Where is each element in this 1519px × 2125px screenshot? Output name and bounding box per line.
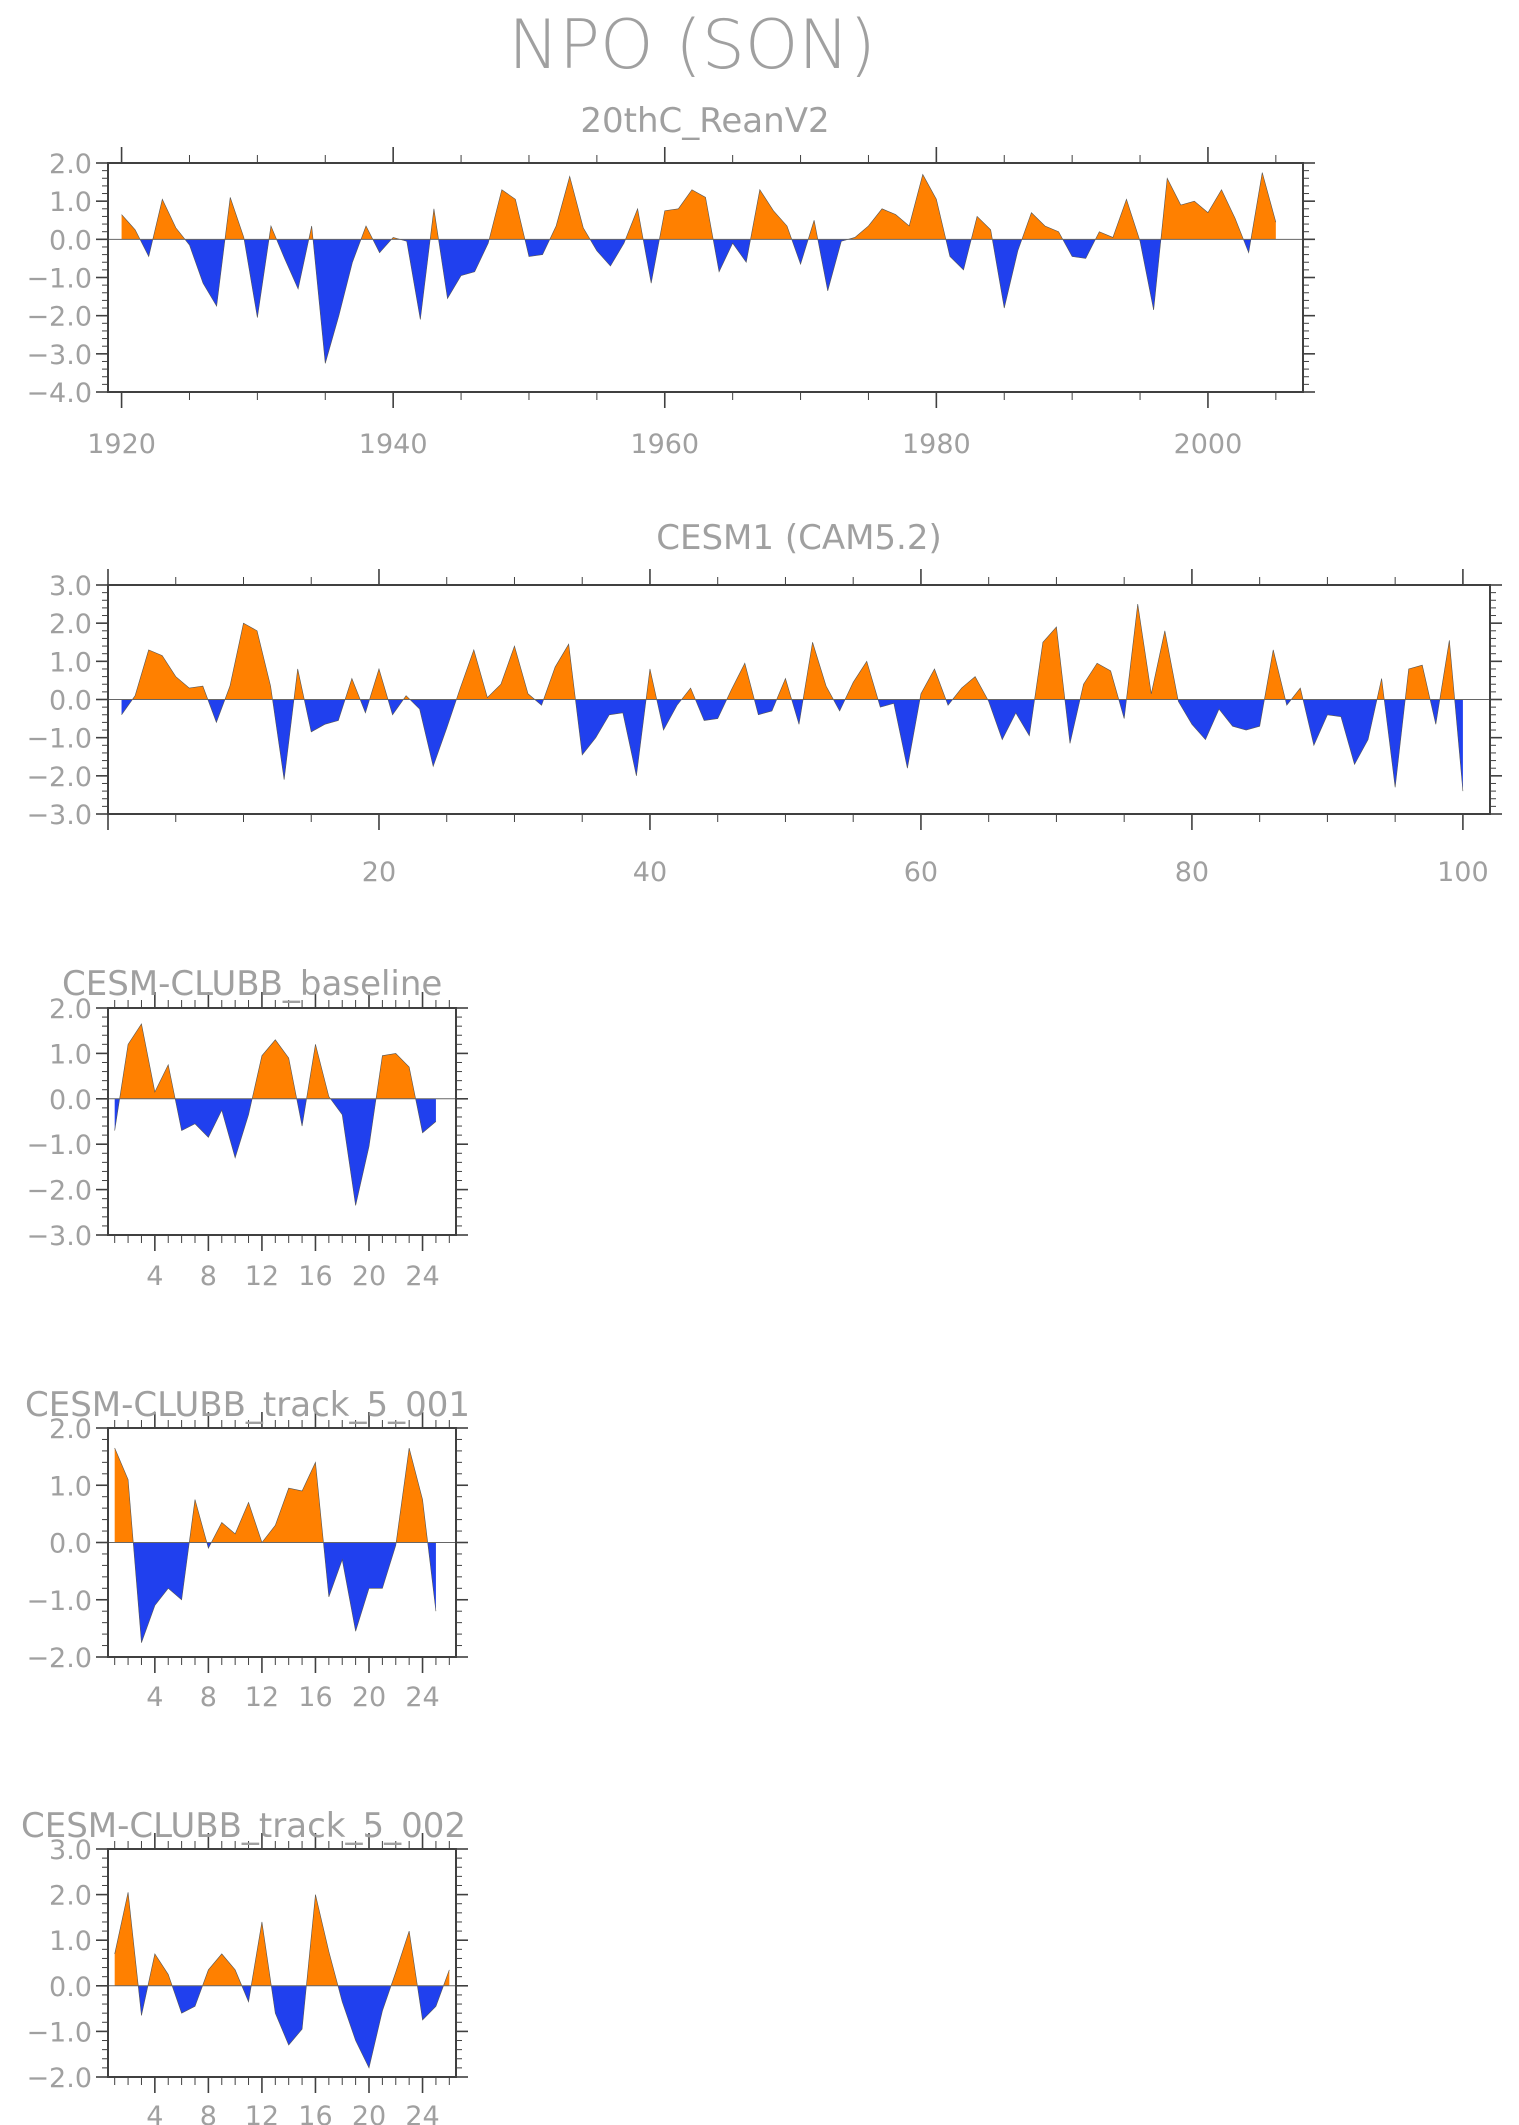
chart-panel: 2.0 1.0 0.0 −1.0 −2.0 −3.0 4 8 12 16 20 24 CESM-CLUB… [26,964,468,1292]
positive-area [114,1892,450,1986]
x-tick-label: 100 [1437,857,1489,888]
x-tick-label: 20 [352,1682,386,1713]
x-tick-label: 20 [362,857,396,888]
y-tick-label: −1.0 [26,1130,92,1161]
y-tick-label: −1.0 [26,1586,92,1617]
y-tick-label: −1.0 [26,724,92,755]
chart-panel: 3.0 2.0 1.0 0.0 −1.0 −2.0 −3.0 20 40 60 80 100 CESM1… [26,518,1502,888]
x-tick-label: 4 [146,1682,163,1713]
x-tick-label: 1940 [359,429,428,460]
series-line [121,172,1277,364]
negative-area [140,239,1251,364]
x-tick-label: 40 [633,857,667,888]
x-tick-label: 1920 [87,429,156,460]
y-tick-label: 2.0 [49,149,92,180]
y-tick-label: 0.0 [49,225,92,256]
y-tick-label: 2.0 [49,1414,92,1445]
x-tick-label: 1980 [902,429,971,460]
x-tick-label: 4 [146,1261,163,1292]
negative-area [121,699,1463,792]
x-tick-label: 20 [352,2101,386,2125]
series-line [114,1892,450,2069]
y-tick-label: 0.0 [49,686,92,717]
y-tick-label: 3.0 [49,571,92,602]
figure-title: NPO (SON) [508,6,876,85]
y-tick-label: 0.0 [49,1085,92,1116]
chart-panel: 2.0 1.0 0.0 −1.0 −2.0 4 8 12 16 20 24 CESM-CLUBB_tr… [25,1385,470,1713]
y-tick-label: 2.0 [49,1881,92,1912]
y-tick-label: −2.0 [26,1643,92,1674]
y-tick-label: 1.0 [49,1039,92,1070]
x-tick-label: 12 [245,1682,279,1713]
x-tick-label: 16 [298,1682,332,1713]
panel-title: 20thC_ReanV2 [580,101,829,141]
y-tick-label: 1.0 [49,1471,92,1502]
x-tick-label: 8 [200,1261,217,1292]
panel-title: CESM1 (CAM5.2) [656,518,942,558]
x-tick-label: 16 [298,2101,332,2125]
y-tick-label: 2.0 [49,994,92,1025]
x-tick-label: 24 [405,1682,439,1713]
chart-panel: 3.0 2.0 1.0 0.0 −1.0 −2.0 4 8 12 16 20 24 CESM-CLUBB… [21,1806,468,2125]
y-tick-label: −3.0 [26,800,92,831]
x-tick-label: 2000 [1174,429,1243,460]
y-tick-label: −2.0 [26,302,92,333]
chart-panel: 2.0 1.0 0.0 −1.0 −2.0 −3.0 −4.0 1920 1940 1960 198… [26,101,1315,460]
x-tick-label: 1960 [630,429,699,460]
y-tick-label: −3.0 [26,1221,92,1252]
y-tick-label: −1.0 [26,264,92,295]
x-tick-label: 16 [298,1261,332,1292]
y-tick-label: 2.0 [49,609,92,640]
y-tick-label: −4.0 [26,378,92,409]
positive-area [121,172,1276,240]
x-tick-label: 12 [245,1261,279,1292]
negative-area [114,1985,450,2068]
series-line [114,1447,437,1643]
positive-area [119,1023,416,1099]
x-tick-label: 20 [352,1261,386,1292]
x-tick-label: 80 [1175,857,1209,888]
chart-panels: 2.0 1.0 0.0 −1.0 −2.0 −3.0 −4.0 1920 1940 1960 198… [21,101,1502,2125]
positive-area [114,1448,436,1543]
negative-area [114,1542,436,1643]
x-tick-label: 8 [200,1682,217,1713]
panel-title: CESM-CLUBB_track_5_001 [25,1385,470,1425]
y-tick-label: 1.0 [49,1926,92,1957]
y-tick-label: −3.0 [26,340,92,371]
x-tick-label: 60 [904,857,938,888]
y-tick-label: −2.0 [26,762,92,793]
x-tick-label: 24 [405,2101,439,2125]
y-tick-label: 3.0 [49,1835,92,1866]
y-tick-label: 0.0 [49,1529,92,1560]
y-tick-label: 1.0 [49,647,92,678]
plot-frame [107,1848,457,2078]
negative-area [114,1098,436,1206]
series-line [114,1023,437,1206]
x-tick-label: 12 [245,2101,279,2125]
y-tick-label: −2.0 [26,2063,92,2094]
panel-title: CESM-CLUBB_track_5_002 [21,1806,466,1846]
x-tick-label: 24 [405,1261,439,1292]
positive-area [121,604,1463,700]
y-tick-label: 1.0 [49,187,92,218]
series-line [121,604,1464,792]
y-tick-label: 0.0 [49,1972,92,2003]
y-tick-label: −1.0 [26,2017,92,2048]
panel-title: CESM-CLUBB_baseline [62,964,442,1004]
x-tick-label: 8 [200,2101,217,2125]
plot-frame [107,1007,457,1236]
x-tick-label: 4 [146,2101,163,2125]
y-tick-label: −2.0 [26,1176,92,1207]
